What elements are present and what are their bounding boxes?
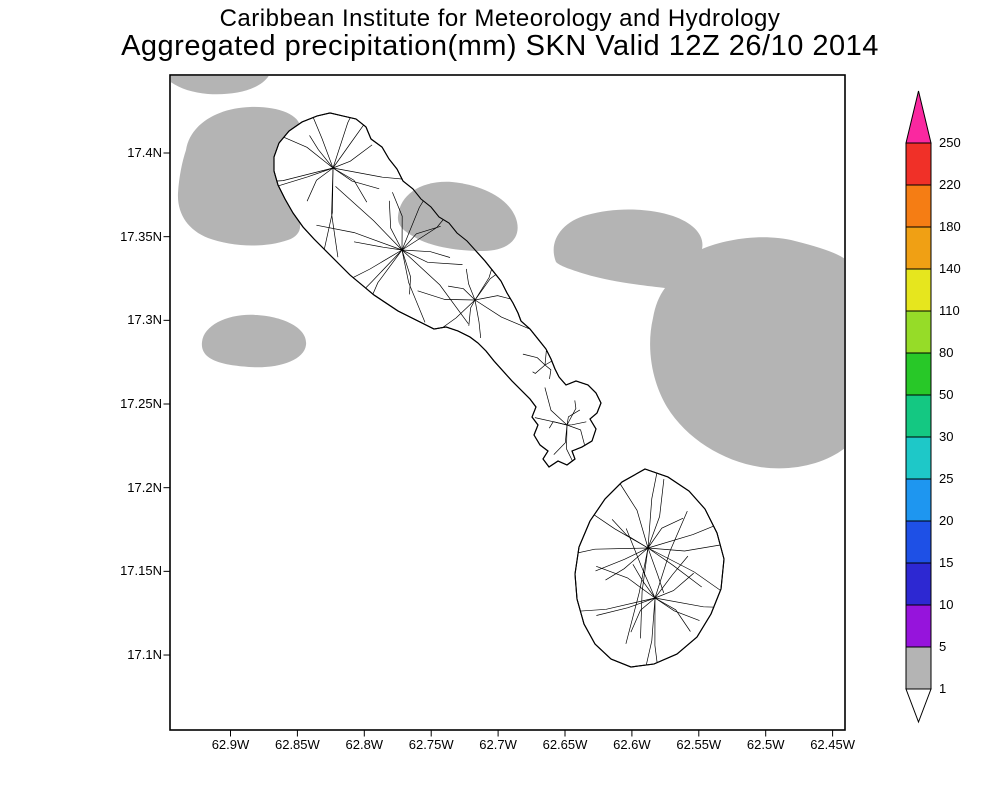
islands-layer <box>273 112 725 668</box>
precip-area-east <box>553 209 844 469</box>
colorbar-segment <box>905 310 932 354</box>
colorbar-segment <box>905 436 932 480</box>
colorbar-segment <box>905 520 932 564</box>
plot-frame <box>169 74 846 731</box>
colorbar-segment <box>905 184 932 228</box>
precip-area-top-edge <box>171 76 269 95</box>
precip-area-southwest <box>201 314 307 368</box>
colorbar-segment <box>905 604 932 648</box>
colorbar <box>905 90 932 724</box>
axis-tick-marks <box>163 152 834 737</box>
nevis-drainage-lines <box>575 469 724 667</box>
plot-title: Aggregated precipitation(mm) SKN Valid 1… <box>121 30 879 62</box>
institution-title: Caribbean Institute for Meteorology and … <box>219 5 781 32</box>
colorbar-segment <box>905 562 932 606</box>
colorbar-segment <box>905 478 932 522</box>
colorbar-above-max-arrow <box>905 90 932 144</box>
island-nevis <box>574 468 725 668</box>
colorbar-segment <box>905 352 932 396</box>
precip-shaded-areas <box>171 76 844 469</box>
colorbar-segment <box>905 394 932 438</box>
island-st-kitts <box>273 112 602 468</box>
colorbar-segment <box>905 646 932 690</box>
colorbar-segment <box>905 142 932 186</box>
precip-area-west-of-st-kitts <box>177 106 301 246</box>
colorbar-segment <box>905 226 932 270</box>
colorbar-segment <box>905 268 932 312</box>
colorbar-below-min-arrow <box>905 688 932 724</box>
